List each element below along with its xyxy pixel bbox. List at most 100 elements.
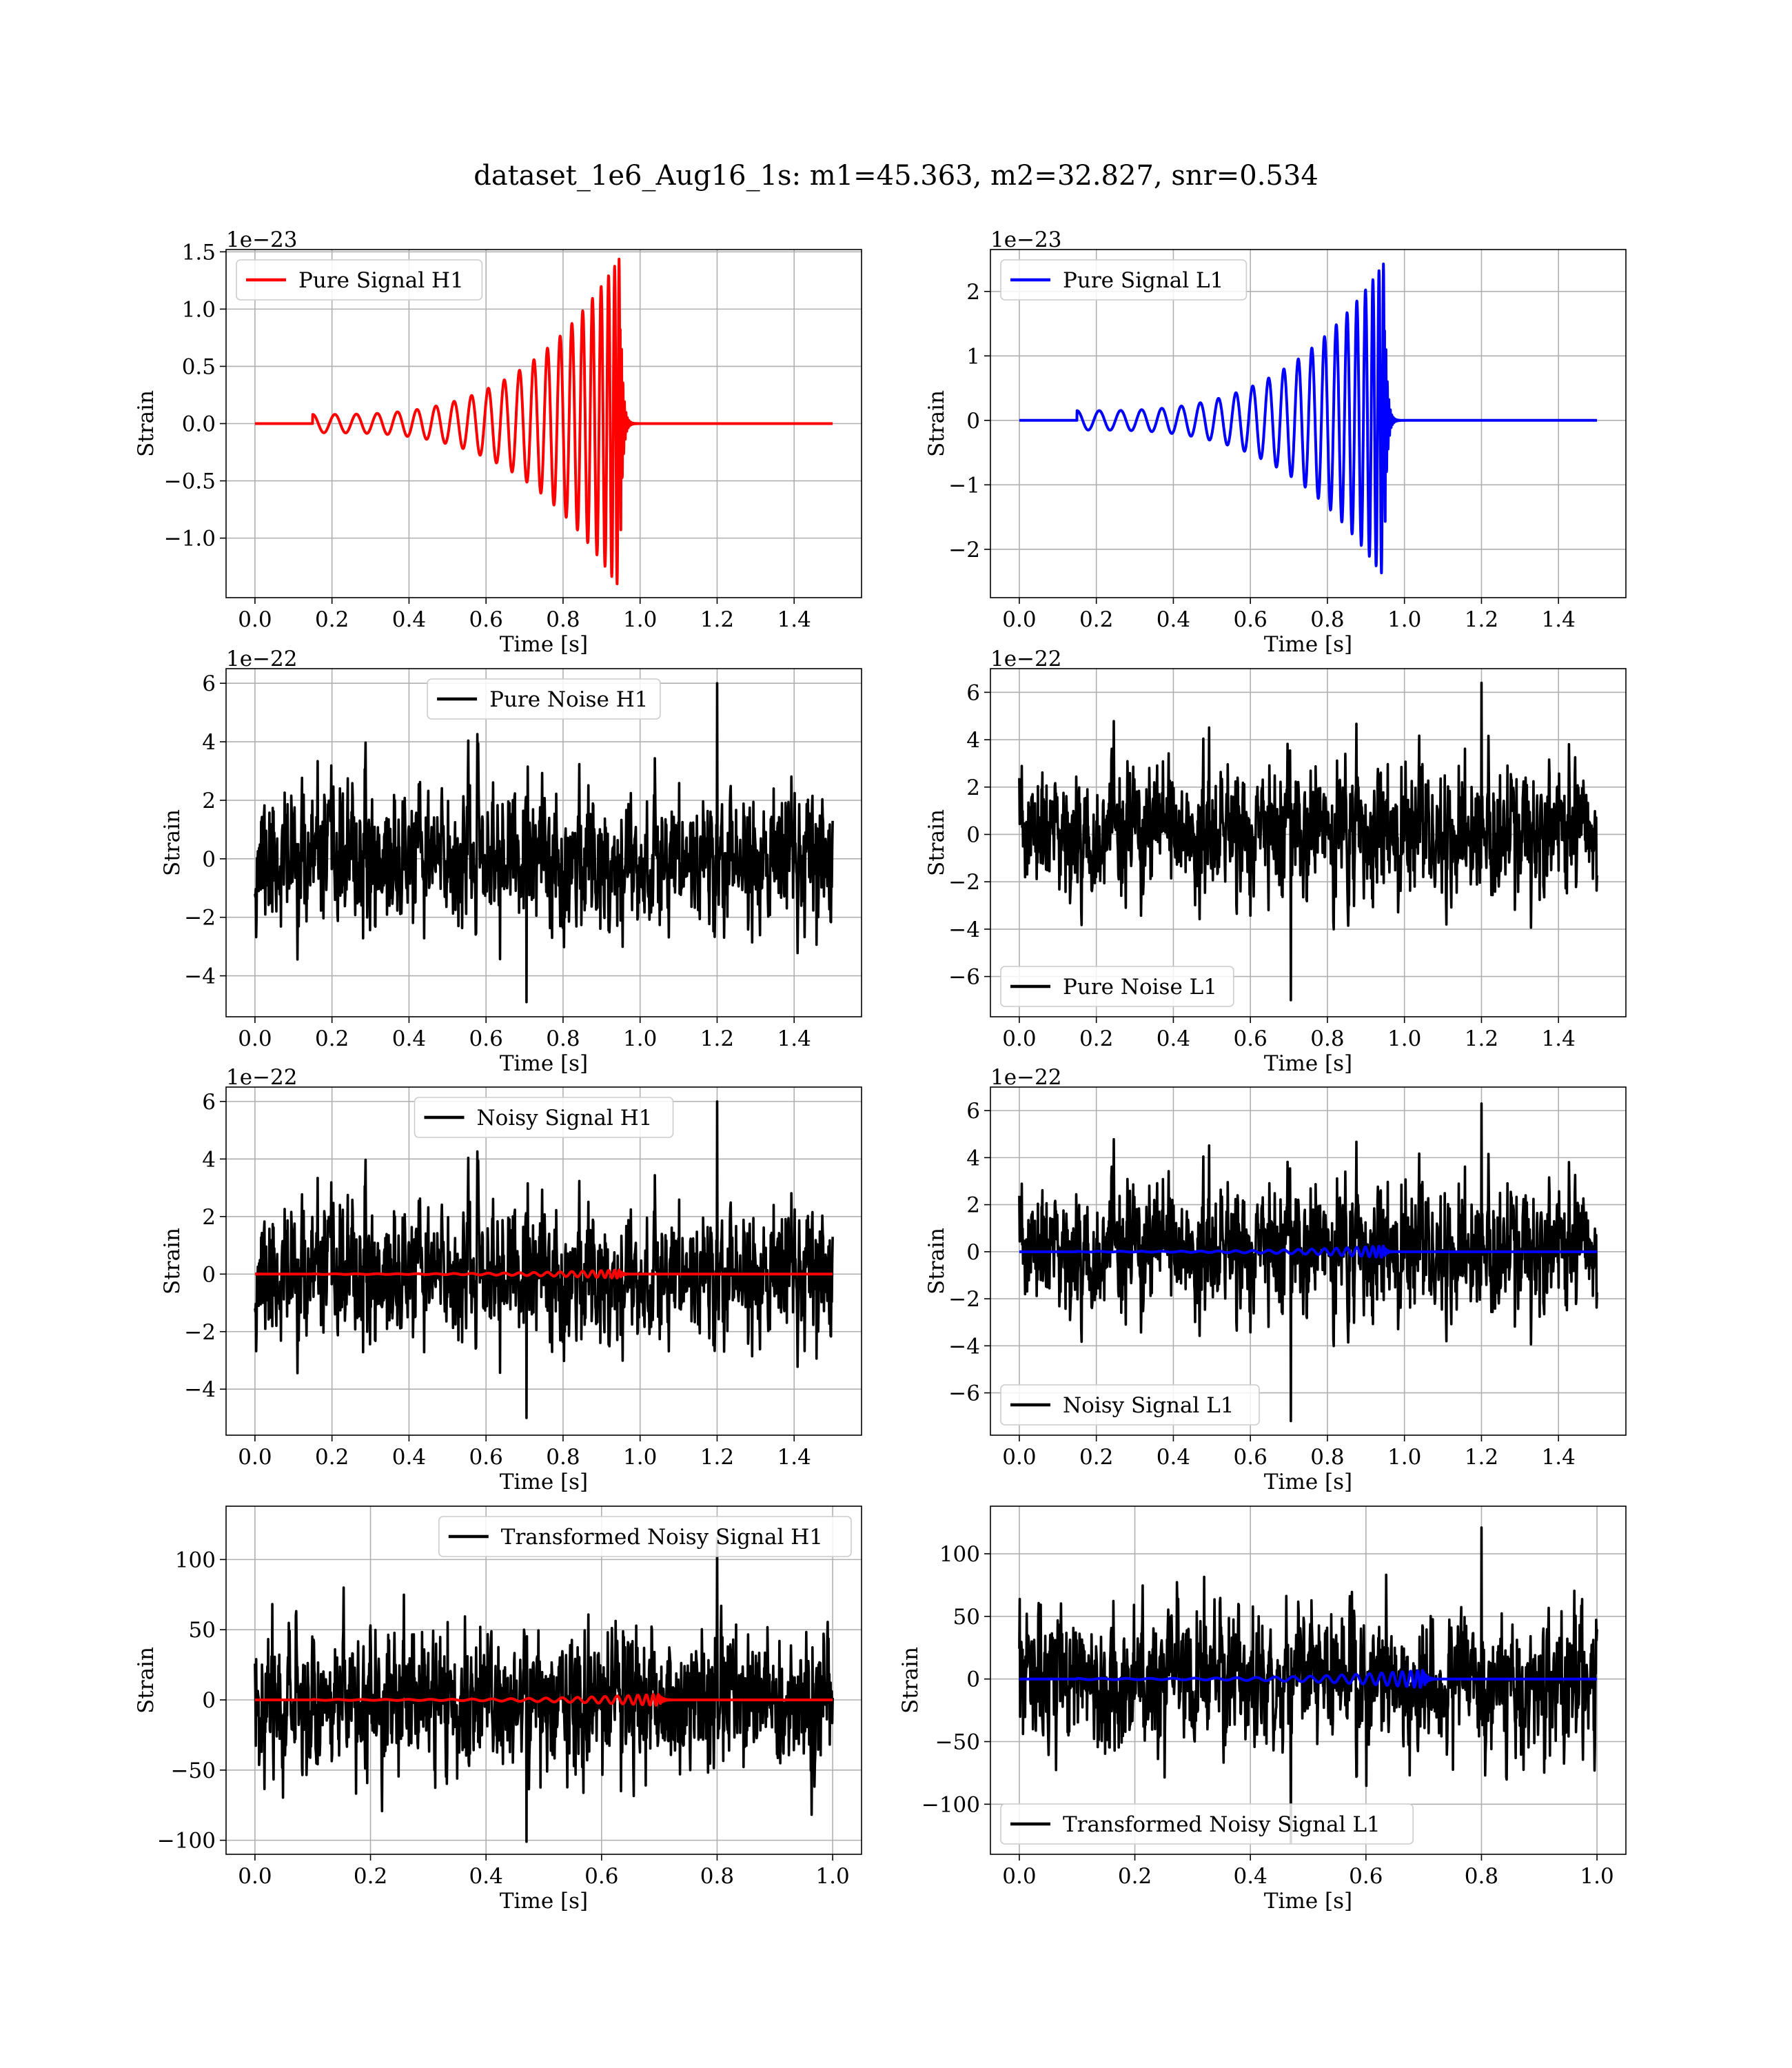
y-tick-label-3: 50 xyxy=(189,1618,216,1643)
x-axis-label: Time [s] xyxy=(1264,1470,1352,1494)
panel-transformed-noisy-signal-h1: 0.0 0.2 0.4 0.6 0.8 1.0 −100 −50 0 50 100 Time [s] S… xyxy=(134,1506,862,1914)
x-tick-label-5: 1.0 xyxy=(1387,1026,1421,1051)
series-line-1 xyxy=(1018,1244,1598,1259)
offset-label: 1e−22 xyxy=(226,1065,298,1090)
y-tick-label-1: −4 xyxy=(948,1334,980,1359)
y-tick-label-2: −2 xyxy=(948,1287,980,1312)
x-tick-label-5: 1.0 xyxy=(623,1026,657,1051)
legend-label: Noisy Signal L1 xyxy=(1063,1393,1234,1418)
legend: Pure Signal H1 xyxy=(236,259,483,301)
x-tick-label-6: 1.2 xyxy=(1465,1026,1498,1051)
x-axis-label: Time [s] xyxy=(1264,1051,1352,1076)
x-tick-label-7: 1.4 xyxy=(1542,1445,1576,1470)
x-tick-label-7: 1.4 xyxy=(1542,607,1576,632)
x-tick-label-1: 0.2 xyxy=(1079,607,1113,632)
x-tick-label-0: 0.0 xyxy=(238,1864,272,1889)
axes-frame xyxy=(225,1086,862,1436)
x-axis-label: Time [s] xyxy=(500,1889,588,1914)
y-tick-label-1: −4 xyxy=(948,918,980,942)
legend-label: Pure Signal H1 xyxy=(298,268,464,293)
x-tick-label-2: 0.4 xyxy=(1157,1445,1190,1470)
offset-label: 1e−23 xyxy=(990,227,1062,252)
series-line-0 xyxy=(1018,1526,1598,1845)
legend-label: Pure Noise L1 xyxy=(1063,975,1217,1000)
x-tick-label-1: 0.2 xyxy=(315,1026,349,1051)
panel-pure-noise-l1: 0.0 0.2 0.4 0.6 0.8 1.0 1.2 1.4 −6 −4 −2 0 2 4 6 Time [… xyxy=(924,647,1627,1076)
series-line-1 xyxy=(254,1693,834,1707)
legend-box xyxy=(414,1097,674,1138)
legend: Noisy Signal L1 xyxy=(1000,1384,1260,1426)
y-tick-label-1: −50 xyxy=(171,1758,216,1783)
series-line-0 xyxy=(254,1100,834,1419)
panel-noisy-signal-l1: 0.0 0.2 0.4 0.6 0.8 1.0 1.2 1.4 −6 −4 −2 0 2 4 6 Time [… xyxy=(924,1065,1627,1494)
x-tick-label-4: 0.8 xyxy=(700,1864,734,1889)
y-tick-label-3: 0.5 xyxy=(182,354,216,379)
legend: Pure Noise L1 xyxy=(1000,966,1234,1007)
x-tick-label-2: 0.4 xyxy=(392,607,426,632)
y-tick-label-5: 4 xyxy=(966,1146,980,1170)
x-tick-label-1: 0.2 xyxy=(315,607,349,632)
x-axis-label: Time [s] xyxy=(500,1470,588,1494)
y-tick-label-2: 0 xyxy=(966,1667,980,1692)
x-axis-label: Time [s] xyxy=(500,1051,588,1076)
x-axis-label: Time [s] xyxy=(500,632,588,657)
legend-box xyxy=(1000,1384,1260,1426)
y-tick-label-4: 4 xyxy=(202,1147,216,1172)
figure-title: dataset_1e6_Aug16_1s: m1=45.363, m2=32.8… xyxy=(474,160,1318,192)
x-tick-label-5: 1.0 xyxy=(1580,1864,1613,1889)
x-tick-label-3: 0.6 xyxy=(1349,1864,1383,1889)
y-tick-label-1: −2 xyxy=(184,1320,216,1345)
axes-frame xyxy=(225,1506,862,1855)
x-tick-label-7: 1.4 xyxy=(777,1445,811,1470)
y-tick-label-6: 6 xyxy=(966,680,980,705)
y-tick-label-5: 1.5 xyxy=(182,240,216,265)
y-axis-label: Strain xyxy=(924,809,949,876)
x-tick-label-2: 0.4 xyxy=(469,1864,503,1889)
legend-label: Transformed Noisy Signal L1 xyxy=(1063,1812,1381,1837)
y-tick-label-0: −4 xyxy=(184,1377,216,1402)
x-axis-label: Time [s] xyxy=(1264,1889,1352,1914)
legend-label: Pure Noise H1 xyxy=(489,687,648,712)
y-tick-label-0: −6 xyxy=(948,965,980,990)
panel-pure-signal-h1: 0.0 0.2 0.4 0.6 0.8 1.0 1.2 1.4 −1.0 −0.5 0.0 0.5 1.… xyxy=(134,227,862,657)
y-tick-label-0: −4 xyxy=(184,964,216,989)
x-tick-label-7: 1.4 xyxy=(1542,1026,1576,1051)
y-tick-label-1: −50 xyxy=(935,1730,980,1755)
offset-label: 1e−22 xyxy=(226,647,298,671)
legend-label: Pure Signal L1 xyxy=(1063,268,1223,293)
x-tick-label-4: 0.8 xyxy=(1310,1445,1344,1470)
x-tick-label-1: 0.2 xyxy=(1118,1864,1152,1889)
y-tick-label-3: 2 xyxy=(202,789,216,813)
panel-pure-signal-l1: 0.0 0.2 0.4 0.6 0.8 1.0 1.2 1.4 −2 −1 0 1 2 Time [s] S… xyxy=(924,227,1627,657)
y-tick-label-5: 4 xyxy=(966,728,980,753)
x-tick-label-3: 0.6 xyxy=(469,1445,503,1470)
y-tick-label-3: 2 xyxy=(202,1205,216,1230)
x-tick-label-1: 0.2 xyxy=(354,1864,387,1889)
legend-box xyxy=(1000,259,1248,301)
x-tick-label-5: 1.0 xyxy=(623,607,657,632)
x-tick-label-4: 0.8 xyxy=(1310,607,1344,632)
y-axis-label: Strain xyxy=(134,390,159,457)
x-tick-label-5: 1.0 xyxy=(623,1445,657,1470)
axes-frame xyxy=(990,1086,1627,1436)
x-tick-label-2: 0.4 xyxy=(1157,1026,1190,1051)
legend: Pure Signal L1 xyxy=(1000,259,1248,301)
legend-box xyxy=(1000,966,1234,1007)
y-tick-label-4: 4 xyxy=(202,730,216,755)
x-tick-label-6: 1.2 xyxy=(1465,1445,1498,1470)
y-tick-label-5: 6 xyxy=(202,671,216,696)
panel-transformed-noisy-signal-l1: 0.0 0.2 0.4 0.6 0.8 1.0 −100 −50 0 50 100 Time [s] S… xyxy=(898,1506,1627,1914)
x-tick-label-4: 0.8 xyxy=(546,1026,580,1051)
y-tick-label-2: 0 xyxy=(202,1688,216,1713)
y-tick-label-0: −100 xyxy=(157,1829,216,1854)
y-tick-label-0: −100 xyxy=(922,1792,980,1817)
series-line-1 xyxy=(254,1268,834,1280)
y-tick-label-3: 1 xyxy=(966,344,980,369)
x-tick-label-1: 0.2 xyxy=(1079,1026,1113,1051)
series-line-0 xyxy=(1018,262,1598,575)
y-tick-label-4: 100 xyxy=(939,1542,980,1567)
legend-box xyxy=(1000,1803,1414,1845)
y-tick-label-0: −6 xyxy=(948,1381,980,1406)
y-tick-label-0: −2 xyxy=(948,538,980,562)
